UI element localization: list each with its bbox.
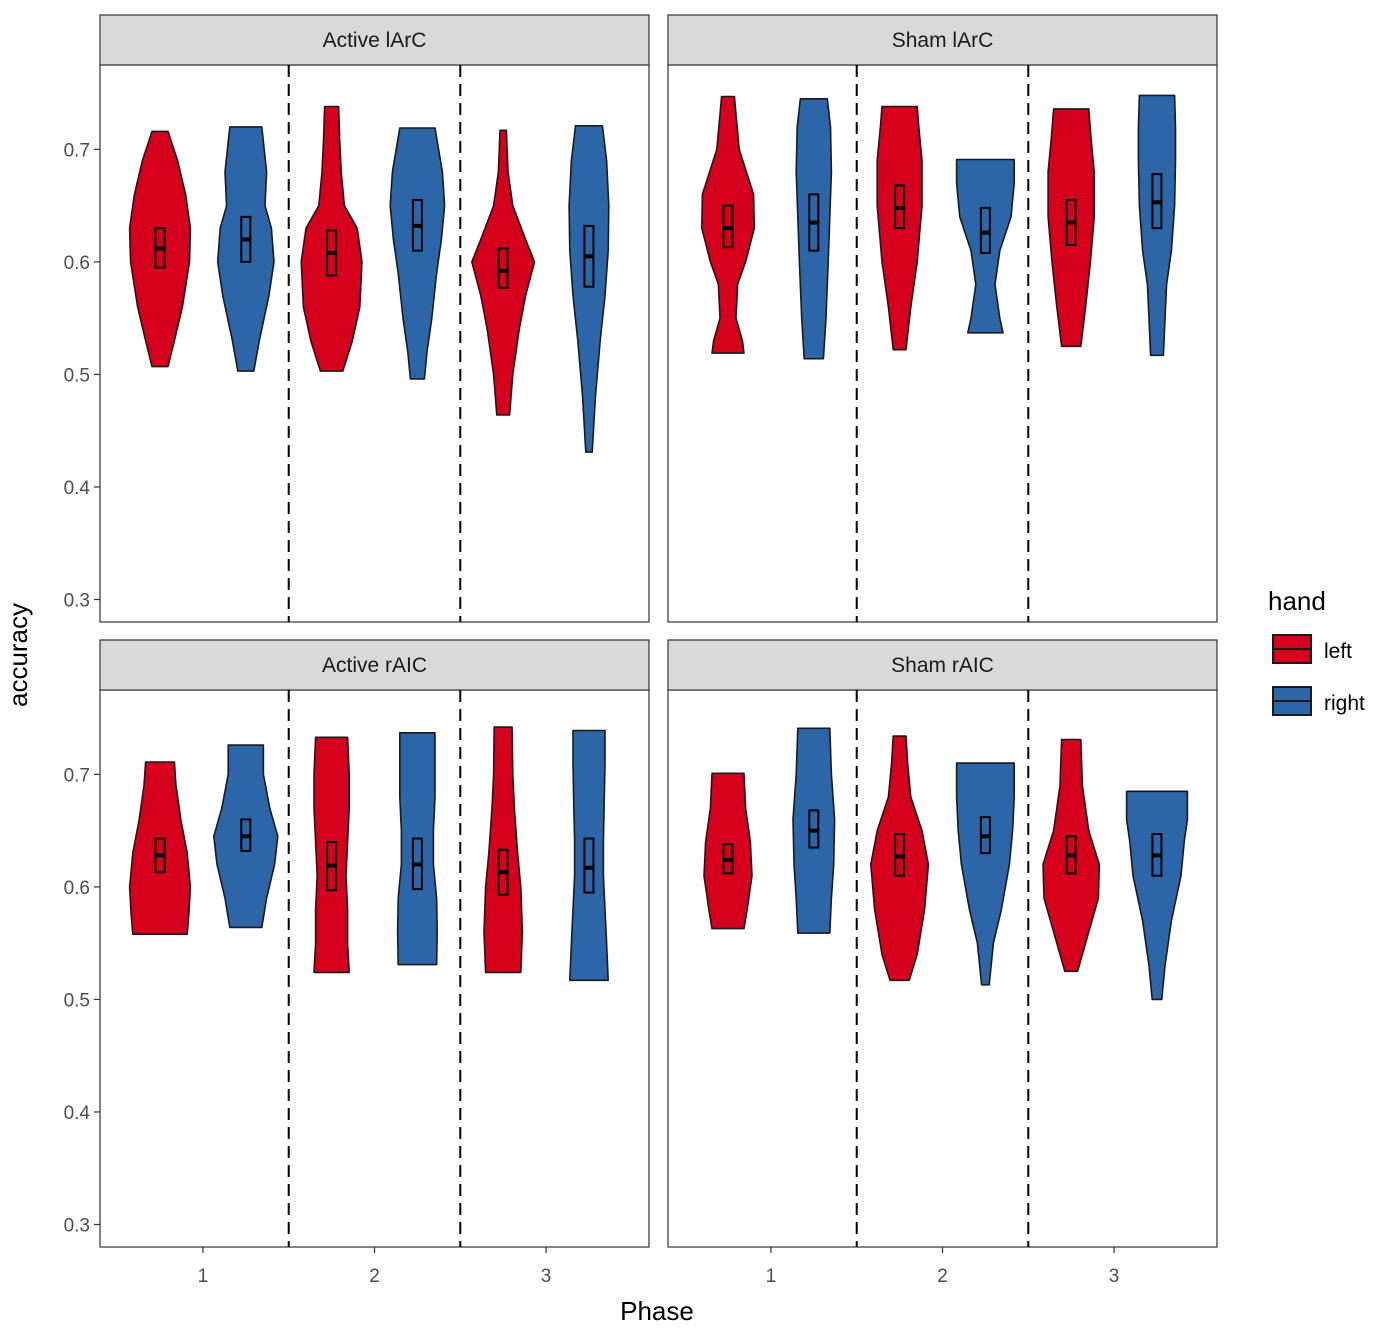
violin-shape <box>955 158 1015 334</box>
violin-right-phase-1 <box>792 727 836 934</box>
violin-shape <box>568 125 610 453</box>
legend-label-left: left <box>1324 640 1352 663</box>
facet-panel: Active lArC 0.3 0.4 0.5 0.6 0.7 <box>64 14 650 623</box>
facet-panel: Sham lArC <box>667 14 1218 623</box>
legend-label-right: right <box>1324 692 1365 715</box>
violin-left-phase-3 <box>471 129 536 416</box>
violin-shape <box>703 772 753 930</box>
violin-shape <box>396 732 438 966</box>
x-tick-label: 1 <box>766 1266 777 1287</box>
violin-left-phase-3 <box>1042 738 1101 973</box>
facet-title: Sham rAIC <box>891 654 994 677</box>
facet-title: Active lArC <box>323 29 427 52</box>
violin-right-phase-2 <box>955 158 1015 334</box>
violin-shape <box>569 729 609 982</box>
violin-left-phase-3 <box>1047 108 1095 348</box>
violin-left-phase-3 <box>483 726 524 974</box>
panel-border <box>99 64 650 623</box>
y-tick-label: 0.3 <box>64 1215 90 1236</box>
violin-shape <box>313 736 350 974</box>
x-axis-title: Phase <box>620 1296 694 1326</box>
violin-right-phase-2 <box>955 762 1015 986</box>
violin-left-phase-1 <box>703 772 753 930</box>
violin-right-phase-1 <box>216 126 275 372</box>
panel-border <box>667 689 1218 1248</box>
y-tick-label: 0.4 <box>64 478 91 499</box>
violin-right-phase-3 <box>569 729 609 982</box>
violin-left-phase-2 <box>870 735 930 982</box>
facet-title: Active rAIC <box>322 654 427 677</box>
x-tick-label: 2 <box>937 1266 948 1287</box>
facet-strip <box>667 14 1218 66</box>
violin-left-phase-1 <box>701 95 756 354</box>
violin-left-phase-1 <box>128 761 192 935</box>
violin-shape <box>389 127 446 380</box>
violin-right-phase-2 <box>396 732 438 966</box>
violin-shape <box>1137 94 1177 357</box>
violin-left-phase-2 <box>300 105 363 372</box>
violin-box <box>979 206 991 254</box>
x-tick-label: 2 <box>369 1266 380 1287</box>
violin-shape <box>1047 108 1095 348</box>
y-tick-label: 0.5 <box>64 365 90 386</box>
legend-item-right: right <box>1272 686 1365 716</box>
x-tick-label: 3 <box>1109 1266 1120 1287</box>
y-tick-label: 0.7 <box>64 140 90 161</box>
facet-title: Sham lArC <box>892 29 994 52</box>
violin-box <box>497 247 509 289</box>
violin-shape <box>128 761 192 935</box>
violin-shape <box>216 126 275 372</box>
legend-title: hand <box>1268 586 1326 616</box>
y-tick-label: 0.3 <box>64 590 90 611</box>
legend-item-left: left <box>1272 634 1352 664</box>
y-tick-label: 0.6 <box>64 878 90 899</box>
violin-right-phase-1 <box>213 744 279 929</box>
violin-right-phase-2 <box>389 127 446 380</box>
facets-layer: Active lArC 0.3 0.4 0.5 0.6 0.7 Sham lArC Activ… <box>64 14 1218 1287</box>
violin-shape <box>1125 790 1189 1001</box>
violin-right-phase-3 <box>568 125 610 453</box>
violin-left-phase-1 <box>128 130 192 368</box>
facet-panel: Sham rAIC 1 2 3 <box>667 639 1218 1287</box>
facet-strip <box>99 639 650 691</box>
panel-border <box>99 689 650 1248</box>
violin-box <box>583 837 595 894</box>
facet-strip <box>99 14 650 66</box>
violin-shape <box>795 98 833 360</box>
y-tick-label: 0.7 <box>64 765 90 786</box>
y-axis-title: accuracy <box>3 603 33 707</box>
violin-right-phase-3 <box>1125 790 1189 1001</box>
violin-right-phase-3 <box>1137 94 1177 357</box>
x-tick-label: 1 <box>198 1266 209 1287</box>
x-tick-label: 3 <box>541 1266 552 1287</box>
panel-border <box>667 64 1218 623</box>
violin-right-phase-1 <box>795 98 833 360</box>
facet-strip <box>667 639 1218 691</box>
violin-shape <box>300 105 363 372</box>
y-tick-label: 0.6 <box>64 253 90 274</box>
violin-shape <box>701 95 756 354</box>
violin-shape <box>955 762 1015 986</box>
y-tick-label: 0.4 <box>64 1103 91 1124</box>
facet-panel: Active rAIC 0.3 0.4 0.5 0.6 0.7 1 2 3 <box>64 639 650 1287</box>
legend: hand left right <box>1268 586 1365 716</box>
y-tick-label: 0.5 <box>64 990 90 1011</box>
violin-left-phase-2 <box>313 736 350 974</box>
violin-left-phase-2 <box>876 105 923 351</box>
